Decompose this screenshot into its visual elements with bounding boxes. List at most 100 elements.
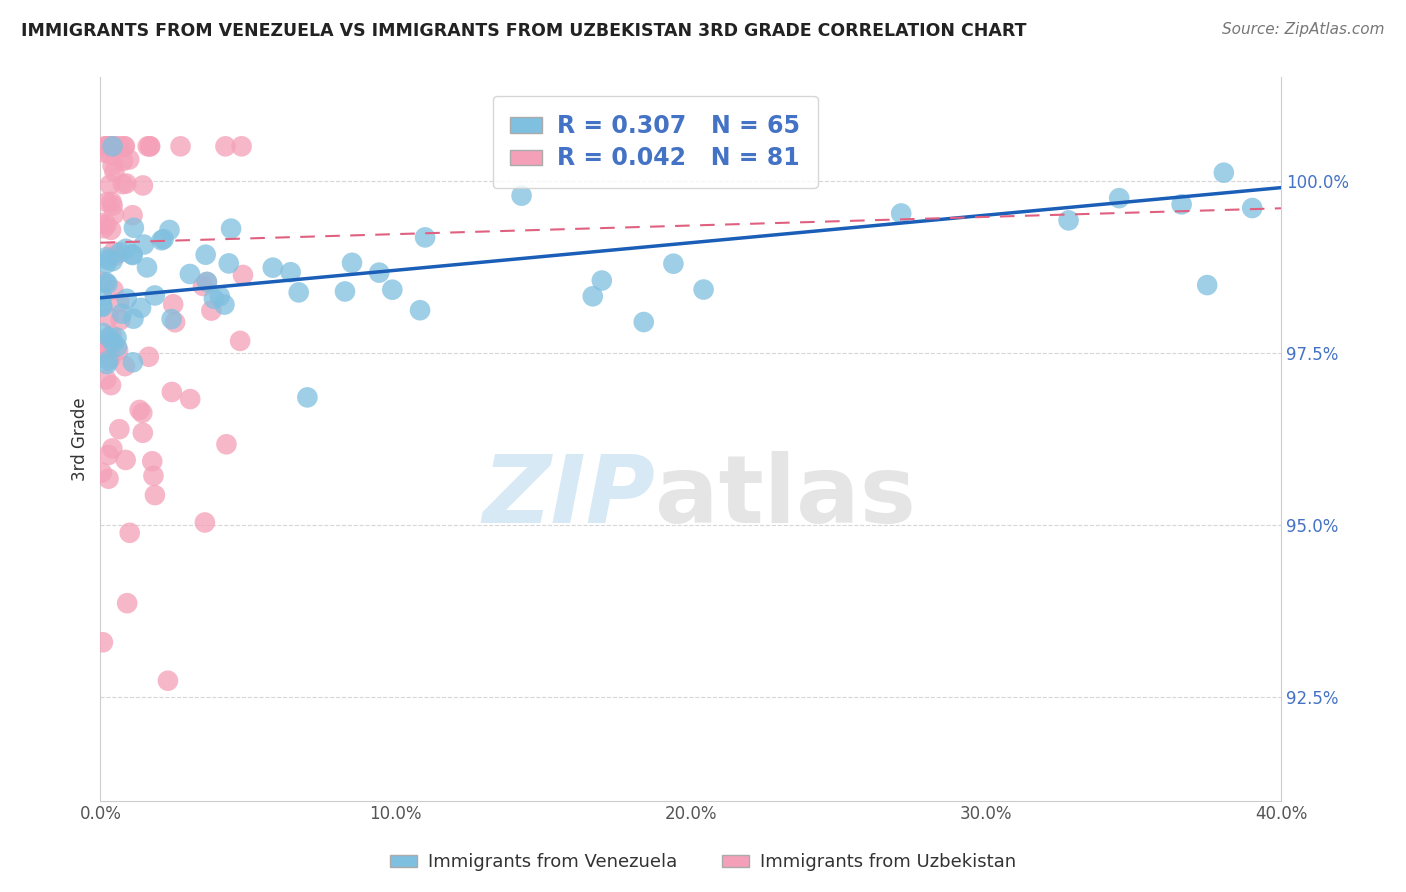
Point: [98, 352, 121, 367]
Point: [194, 248, 217, 262]
Point: [208, 289, 231, 303]
Point: [103, 139, 125, 153]
Point: [90, 466, 112, 480]
Point: [218, 256, 240, 270]
Point: [118, 525, 141, 540]
Point: [195, 275, 218, 289]
Point: [139, 139, 162, 153]
Point: [108, 295, 131, 310]
Point: [96, 195, 118, 210]
Point: [139, 139, 162, 153]
Point: [114, 359, 136, 373]
Point: [96, 256, 118, 270]
Point: [115, 596, 138, 610]
Point: [219, 221, 242, 235]
Point: [297, 390, 319, 404]
Point: [97, 448, 120, 462]
Point: [159, 223, 181, 237]
Point: [91, 635, 114, 649]
Point: [179, 392, 201, 406]
Point: [115, 177, 138, 191]
Point: [118, 153, 141, 167]
Point: [160, 384, 183, 399]
Point: [200, 303, 222, 318]
Point: [101, 328, 124, 343]
Point: [143, 288, 166, 302]
Point: [591, 274, 613, 288]
Point: [93, 221, 115, 235]
Point: [333, 285, 356, 299]
Point: [129, 301, 152, 315]
Point: [692, 283, 714, 297]
Point: [121, 208, 143, 222]
Point: [215, 437, 238, 451]
Point: [104, 248, 127, 262]
Point: [103, 336, 125, 351]
Point: [150, 233, 173, 247]
Point: [100, 139, 122, 153]
Point: [1212, 166, 1234, 180]
Point: [100, 223, 122, 237]
Point: [1170, 197, 1192, 211]
Point: [101, 199, 124, 213]
Point: [121, 247, 143, 261]
Point: [98, 178, 121, 192]
Point: [122, 355, 145, 369]
Point: [280, 265, 302, 279]
Point: [132, 237, 155, 252]
Point: [100, 194, 122, 209]
Point: [136, 139, 159, 153]
Point: [231, 139, 253, 153]
Point: [96, 250, 118, 264]
Point: [141, 454, 163, 468]
Point: [94, 139, 117, 153]
Text: Source: ZipAtlas.com: Source: ZipAtlas.com: [1222, 22, 1385, 37]
Point: [108, 422, 131, 436]
Point: [98, 139, 121, 153]
Point: [413, 230, 436, 244]
Point: [132, 178, 155, 193]
Point: [97, 353, 120, 368]
Point: [114, 139, 136, 153]
Point: [115, 292, 138, 306]
Point: [1108, 191, 1130, 205]
Point: [110, 245, 132, 260]
Point: [381, 283, 404, 297]
Point: [105, 139, 128, 153]
Point: [94, 139, 117, 153]
Point: [107, 343, 129, 358]
Point: [103, 207, 125, 221]
Point: [91, 300, 114, 314]
Point: [229, 334, 252, 348]
Point: [191, 279, 214, 293]
Point: [100, 378, 122, 392]
Point: [122, 220, 145, 235]
Point: [90, 275, 112, 289]
Point: [112, 139, 135, 153]
Point: [122, 311, 145, 326]
Y-axis label: 3rd Grade: 3rd Grade: [72, 397, 89, 481]
Point: [103, 165, 125, 179]
Point: [93, 145, 115, 160]
Point: [91, 290, 114, 304]
Point: [214, 139, 236, 153]
Point: [179, 267, 201, 281]
Point: [101, 442, 124, 456]
Point: [138, 350, 160, 364]
Point: [97, 310, 120, 325]
Point: [100, 148, 122, 162]
Point: [121, 248, 143, 262]
Text: IMMIGRANTS FROM VENEZUELA VS IMMIGRANTS FROM UZBEKISTAN 3RD GRADE CORRELATION CH: IMMIGRANTS FROM VENEZUELA VS IMMIGRANTS …: [21, 22, 1026, 40]
Point: [1197, 278, 1219, 293]
Point: [101, 159, 124, 173]
Legend: R = 0.307   N = 65, R = 0.042   N = 81: R = 0.307 N = 65, R = 0.042 N = 81: [492, 95, 818, 188]
Point: [1057, 213, 1080, 227]
Point: [112, 153, 135, 168]
Point: [96, 277, 118, 291]
Point: [101, 254, 124, 268]
Point: [169, 139, 191, 153]
Point: [132, 425, 155, 440]
Point: [90, 216, 112, 230]
Text: atlas: atlas: [655, 450, 917, 543]
Point: [108, 139, 131, 153]
